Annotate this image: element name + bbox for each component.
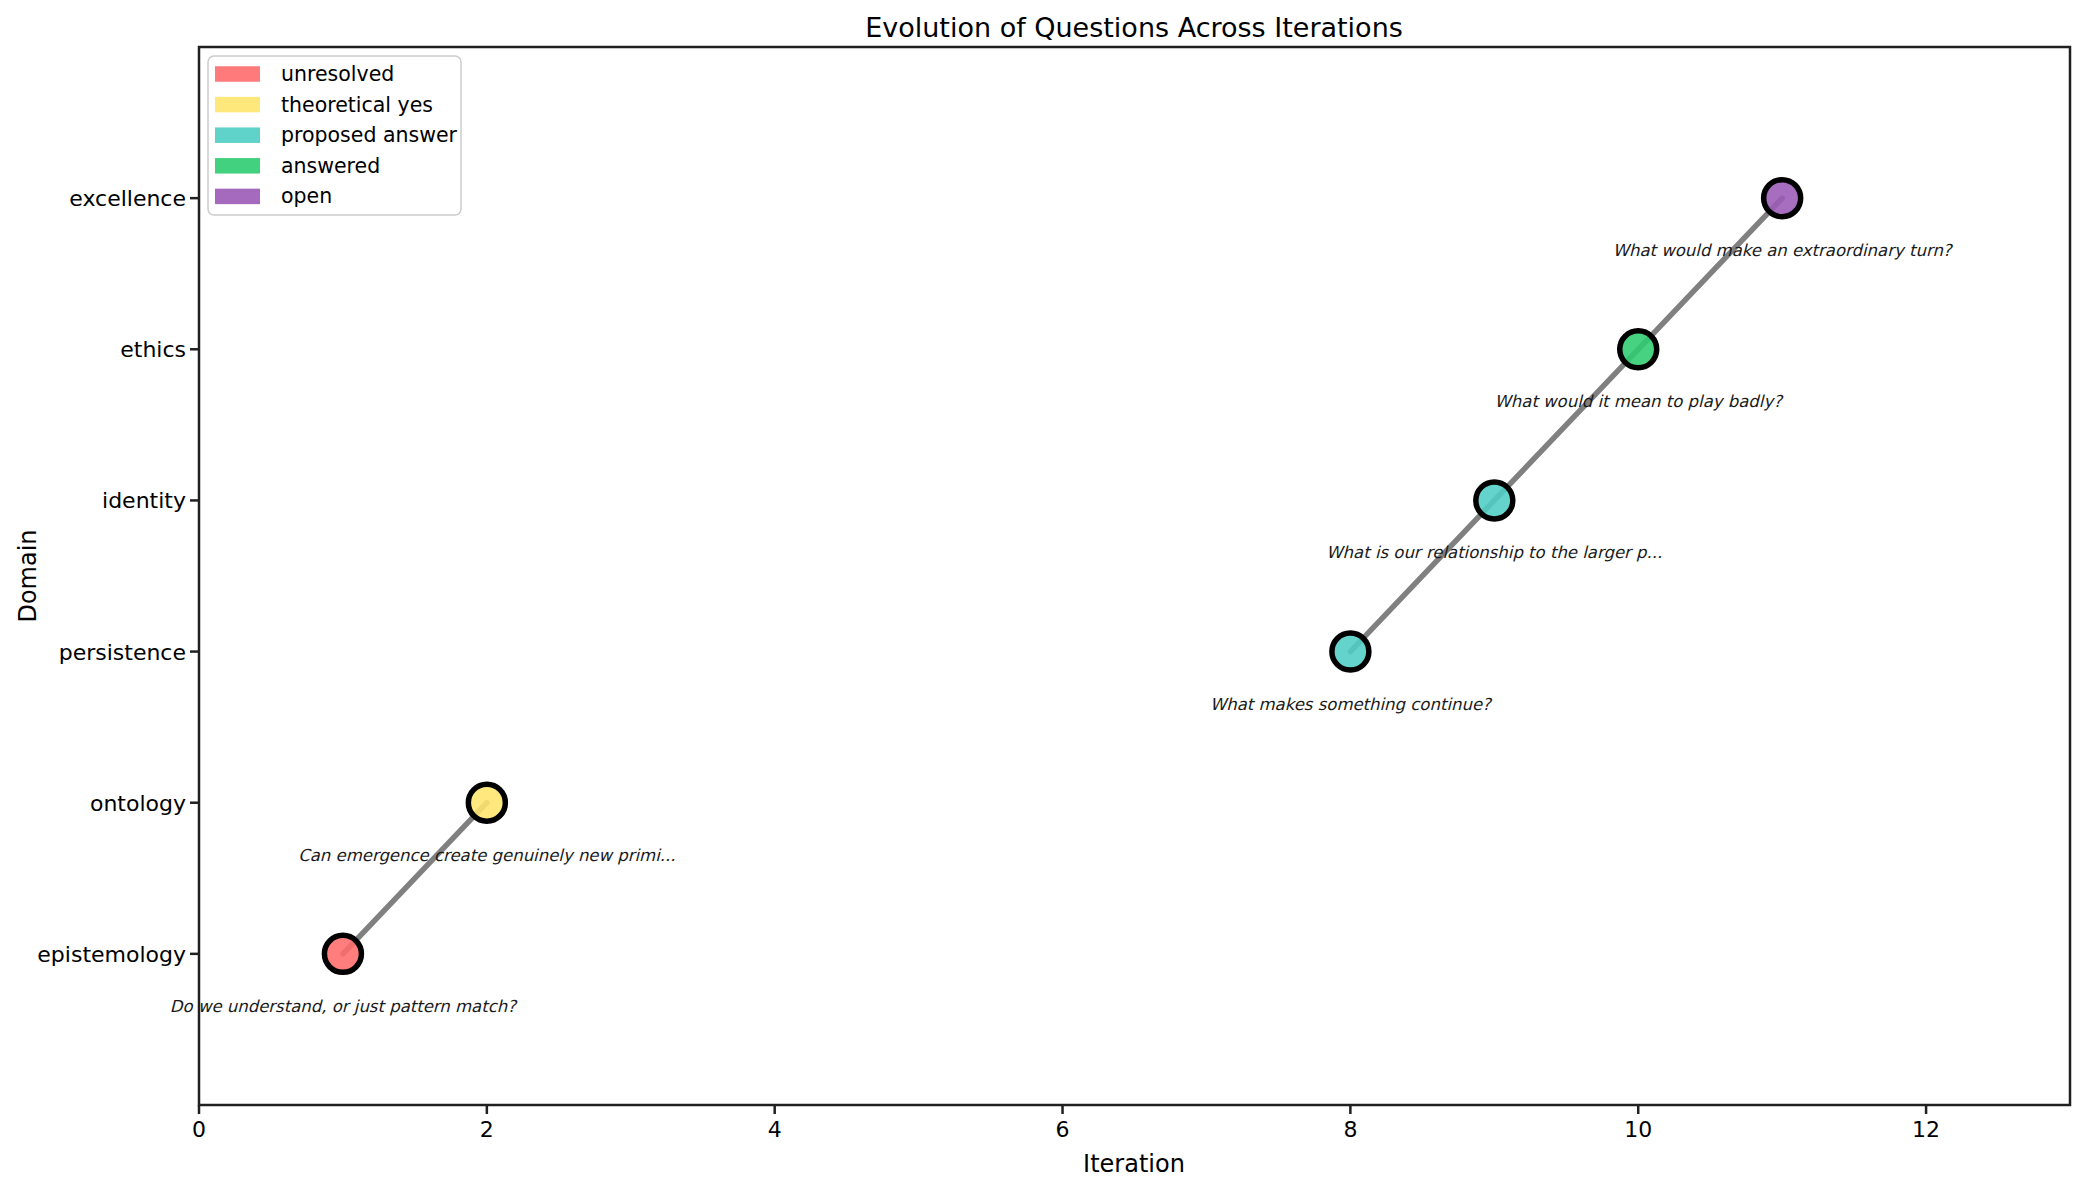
y-ticks-group: epistemology ontology persistence identity e… (37, 186, 199, 967)
x-tick-label: 12 (1912, 1117, 1940, 1142)
point-annotation: What would it mean to play badly? (1495, 392, 1785, 411)
data-point-ontology (468, 784, 505, 821)
x-axis-label: Iteration (1083, 1150, 1185, 1178)
x-tick-label: 2 (480, 1117, 494, 1142)
y-tick-label: persistence (59, 640, 186, 665)
point-annotation: Do we understand, or just pattern match? (170, 997, 518, 1016)
x-ticks-group: 0 2 4 6 8 10 12 (192, 1105, 1940, 1142)
legend-label: open (281, 184, 332, 208)
data-point-ethics (1620, 331, 1657, 368)
legend-swatch-unresolved (215, 66, 260, 82)
point-annotation: Can emergence create genuinely new primi… (298, 846, 675, 865)
legend-label: answered (281, 154, 380, 178)
data-point-epistemology (324, 935, 361, 972)
data-point-excellence (1764, 180, 1801, 217)
point-annotation: What makes something continue? (1210, 695, 1493, 714)
legend-swatch-open (215, 189, 260, 205)
legend-swatch-proposed-answer (215, 127, 260, 143)
point-annotation: What would make an extraordinary turn? (1613, 241, 1954, 260)
x-tick-label: 10 (1624, 1117, 1652, 1142)
legend-swatch-answered (215, 158, 260, 174)
x-tick-label: 6 (1056, 1117, 1070, 1142)
y-tick-label: ontology (90, 791, 186, 816)
point-annotation: What is our relationship to the larger p… (1326, 543, 1662, 562)
y-tick-label: identity (102, 488, 186, 513)
legend-group: unresolved theoretical yes proposed answer… (208, 56, 461, 215)
data-point-identity (1476, 482, 1513, 519)
y-axis-label: Domain (14, 529, 42, 622)
y-tick-label: ethics (120, 337, 186, 362)
x-tick-label: 0 (192, 1117, 206, 1142)
legend-label: unresolved (281, 62, 394, 86)
evolution-of-questions-chart: 0 2 4 6 8 10 12 epistemology ontology persistenc… (0, 0, 2083, 1184)
legend-label: proposed answer (281, 123, 458, 147)
x-tick-label: 4 (768, 1117, 782, 1142)
chart-title: Evolution of Questions Across Iterations (865, 12, 1403, 43)
x-tick-label: 8 (1343, 1117, 1357, 1142)
chart-figure: 0 2 4 6 8 10 12 epistemology ontology persistenc… (0, 0, 2083, 1184)
legend-swatch-theoretical-yes (215, 97, 260, 113)
y-tick-label: epistemology (37, 942, 186, 967)
legend-label: theoretical yes (281, 93, 433, 117)
data-point-persistence (1332, 633, 1369, 670)
y-tick-label: excellence (69, 186, 186, 211)
